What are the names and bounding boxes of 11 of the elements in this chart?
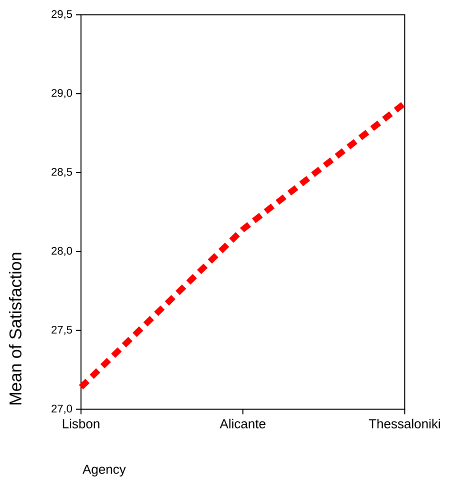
y-tick-label: 29,5 bbox=[52, 10, 72, 20]
x-tick-label: Lisbon bbox=[62, 418, 100, 428]
y-axis-title: Mean of Satisfaction bbox=[9, 252, 22, 404]
y-tick-label: 28,0 bbox=[52, 246, 72, 256]
x-tick-label: Alicante bbox=[220, 418, 266, 428]
y-tick-label: 27,5 bbox=[52, 326, 72, 335]
y-tick-label: 28,5 bbox=[52, 168, 72, 178]
x-axis-title: Agency bbox=[82, 464, 126, 476]
y-tick-label: 27,0 bbox=[52, 404, 72, 414]
x-tick-label: Thessaloniki bbox=[368, 418, 440, 428]
y-tick-label: 29,0 bbox=[52, 89, 72, 98]
